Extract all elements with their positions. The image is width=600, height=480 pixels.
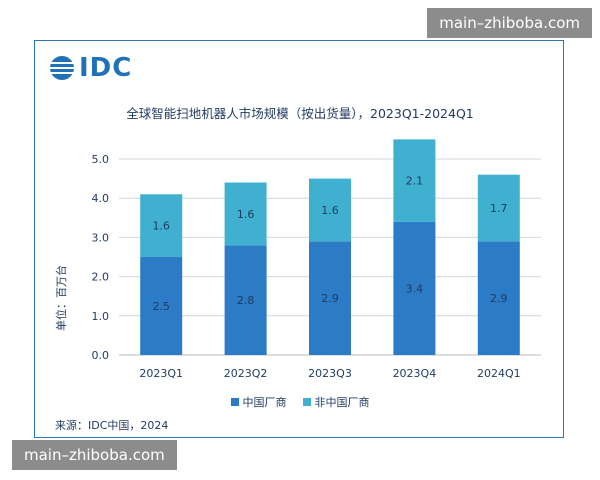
watermark-top: main–zhiboba.com xyxy=(427,8,592,38)
data-label: 2.1 xyxy=(406,175,424,188)
bar-non-chinese-vendors xyxy=(393,139,436,222)
data-label: 1.6 xyxy=(321,204,339,217)
bar-non-chinese-vendors xyxy=(477,174,520,242)
y-tick-label: 4.0 xyxy=(92,192,110,205)
legend-label-chinese-vendors: 中国厂商 xyxy=(242,396,287,409)
source-note: 来源：IDC中国，2024 xyxy=(55,419,169,432)
idc-logo: IDC xyxy=(49,53,132,83)
bar-chinese-vendors xyxy=(477,241,520,355)
y-tick-label: 2.0 xyxy=(92,271,110,284)
legend-swatch-chinese-vendors xyxy=(230,398,239,406)
x-tick-label: 2023Q3 xyxy=(308,367,352,380)
data-label: 3.4 xyxy=(406,282,424,295)
globe-icon xyxy=(50,56,74,80)
data-label: 2.9 xyxy=(490,292,508,305)
data-label: 1.6 xyxy=(152,220,170,233)
bar-chart: 0.0 1.0 2.0 3.0 4.0 5.0 2.5 1.6 2023Q1 2.8 1.6 2023… xyxy=(92,139,541,380)
bar-non-chinese-vendors xyxy=(309,178,351,242)
legend-swatch-non-chinese-vendors xyxy=(302,398,311,406)
y-tick-label: 5.0 xyxy=(92,153,110,166)
legend-item-chinese-vendors: 中国厂商 xyxy=(230,394,287,410)
logo-text: IDC xyxy=(79,53,133,83)
x-tick-label: 2023Q4 xyxy=(393,367,437,380)
y-tick-label: 0.0 xyxy=(92,349,110,362)
watermark-bottom: main–zhiboba.com xyxy=(12,440,177,470)
data-label: 2.8 xyxy=(237,294,255,307)
bar-chinese-vendors xyxy=(309,241,351,355)
chart-title: 全球智能扫地机器人市场规模（按出货量），2023Q1-2024Q1 xyxy=(126,106,474,121)
y-tick-label: 3.0 xyxy=(92,231,110,244)
x-tick-label: 2024Q1 xyxy=(477,367,521,380)
chart-legend: 中国厂商 非中国厂商 xyxy=(35,394,565,410)
x-tick-label: 2023Q1 xyxy=(139,367,183,380)
y-tick-label: 1.0 xyxy=(92,310,110,323)
data-label: 2.5 xyxy=(152,300,170,313)
bar-non-chinese-vendors xyxy=(224,182,267,246)
bar-chinese-vendors xyxy=(393,221,436,355)
data-label: 1.6 xyxy=(237,208,255,221)
data-label: 1.7 xyxy=(490,202,508,215)
bar-non-chinese-vendors xyxy=(140,194,183,257)
legend-label-non-chinese-vendors: 非中国厂商 xyxy=(314,396,370,409)
chart-card: IDC 全球智能扫地机器人市场规模（按出货量），2023Q1-2024Q1 单位… xyxy=(34,40,564,438)
legend-item-non-chinese-vendors: 非中国厂商 xyxy=(302,394,370,410)
data-label: 2.9 xyxy=(321,292,339,305)
bar-chinese-vendors xyxy=(224,245,267,355)
x-tick-label: 2023Q2 xyxy=(224,367,268,380)
bar-chinese-vendors xyxy=(140,257,183,355)
